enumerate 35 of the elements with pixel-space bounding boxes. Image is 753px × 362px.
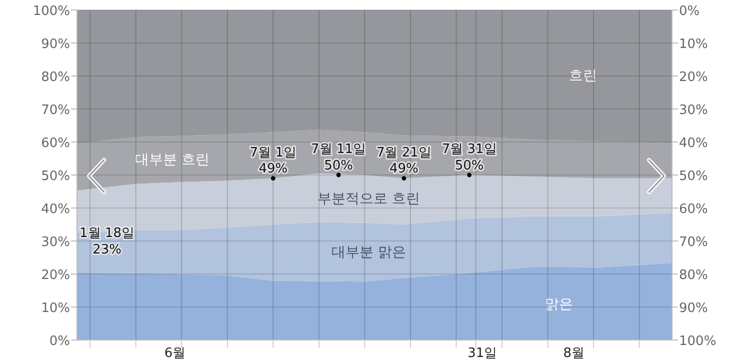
series-label: 맑은: [544, 296, 573, 312]
y2-tick-label: 0%: [679, 4, 700, 19]
y-tick-label: 90%: [41, 37, 70, 52]
annotation: 7월 31일 50%: [442, 142, 497, 174]
legend-label: 부분적으로 흐린: [317, 190, 420, 207]
x-tick-label: 8월: [563, 346, 585, 361]
y-tick-label: 60%: [41, 136, 70, 151]
y2-tick-label: 80%: [679, 268, 708, 283]
y-tick-label: 0%: [49, 334, 70, 349]
y-tick-label: 20%: [41, 268, 70, 283]
y-tick-label: 30%: [41, 235, 70, 250]
y2-tick-label: 20%: [679, 70, 708, 85]
annotation: 7월 11일 50%: [311, 142, 366, 174]
y2-tick-label: 50%: [679, 169, 708, 184]
series-label: 흐린: [568, 68, 597, 84]
x-tick-label: 31일: [468, 346, 498, 361]
y-tick-label: 10%: [41, 301, 70, 316]
y-tick-label: 70%: [41, 103, 70, 118]
y-tick-label: 80%: [41, 70, 70, 85]
y2-tick-label: 10%: [679, 37, 708, 52]
y-tick-label: 100%: [32, 4, 70, 19]
annotation: 1월 18일 23%: [80, 226, 134, 258]
y-tick-label: 50%: [41, 169, 70, 184]
x-tick-label: 6월: [164, 346, 186, 361]
y2-tick-label: 70%: [679, 235, 708, 250]
series-label: 대부분 흐린: [134, 152, 210, 168]
y2-tick-label: 30%: [679, 103, 708, 118]
y2-tick-label: 90%: [679, 301, 708, 316]
annotation: 7월 21일 49%: [376, 145, 432, 177]
y-tick-label: 40%: [41, 202, 70, 217]
annotation: 7월 1일 49%: [250, 145, 296, 177]
y2-tick-label: 40%: [679, 136, 708, 151]
y2-tick-label: 100%: [679, 334, 716, 349]
y2-tick-label: 60%: [679, 202, 708, 217]
series-label: 대부분 맑은: [331, 244, 406, 261]
